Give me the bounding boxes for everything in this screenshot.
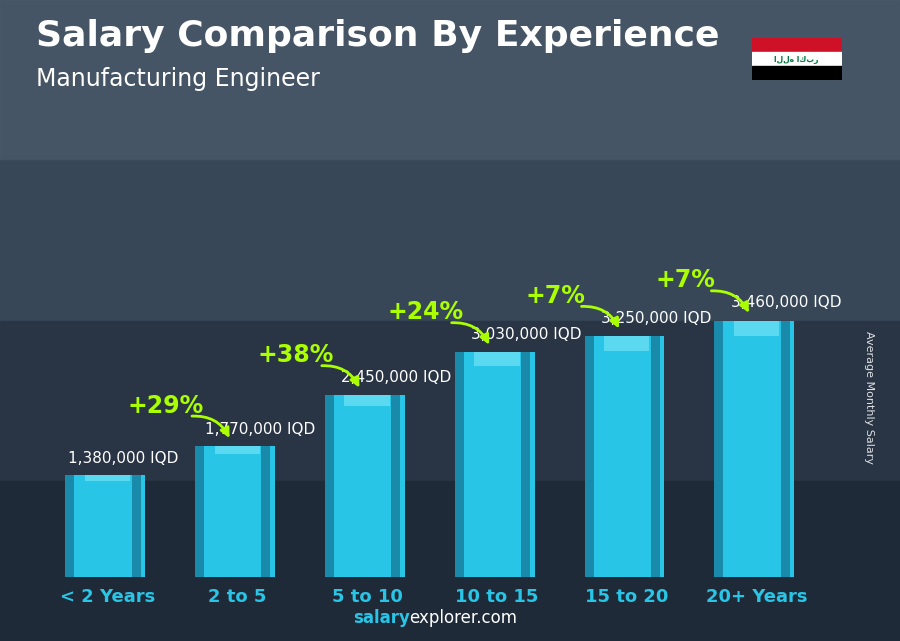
- Text: explorer.com: explorer.com: [410, 609, 518, 627]
- Bar: [752, 66, 842, 80]
- Bar: [459, 353, 535, 577]
- Text: Average Monthly Salary: Average Monthly Salary: [863, 331, 874, 464]
- Text: 3,460,000 IQD: 3,460,000 IQD: [731, 296, 842, 310]
- Bar: [651, 336, 660, 577]
- Text: 1,770,000 IQD: 1,770,000 IQD: [205, 422, 315, 437]
- Bar: [715, 320, 724, 577]
- Text: 1,380,000 IQD: 1,380,000 IQD: [68, 451, 179, 465]
- Text: 2,450,000 IQD: 2,450,000 IQD: [341, 370, 452, 385]
- Text: +38%: +38%: [257, 343, 334, 367]
- Bar: [585, 336, 594, 577]
- Bar: [719, 320, 794, 577]
- Text: +7%: +7%: [526, 284, 585, 308]
- Text: +29%: +29%: [128, 394, 204, 417]
- Bar: [780, 320, 789, 577]
- Bar: [752, 38, 842, 53]
- Text: salary: salary: [353, 609, 410, 627]
- Bar: [215, 445, 260, 454]
- Bar: [454, 353, 464, 577]
- Bar: [325, 395, 334, 577]
- Text: +24%: +24%: [387, 300, 464, 324]
- Text: Manufacturing Engineer: Manufacturing Engineer: [36, 67, 320, 91]
- Bar: [604, 336, 649, 351]
- Bar: [131, 474, 140, 577]
- Text: Salary Comparison By Experience: Salary Comparison By Experience: [36, 19, 719, 53]
- Bar: [521, 353, 530, 577]
- Bar: [261, 445, 270, 577]
- Bar: [590, 336, 664, 577]
- Bar: [345, 395, 390, 406]
- Bar: [474, 353, 519, 366]
- Bar: [70, 474, 145, 577]
- Text: 3,030,000 IQD: 3,030,000 IQD: [471, 327, 581, 342]
- Bar: [200, 445, 274, 577]
- Bar: [734, 320, 779, 336]
- Text: 3,250,000 IQD: 3,250,000 IQD: [601, 311, 711, 326]
- Bar: [195, 445, 204, 577]
- Bar: [65, 474, 75, 577]
- Bar: [329, 395, 405, 577]
- Text: الله اكبر: الله اكبر: [774, 54, 819, 64]
- Bar: [85, 474, 130, 481]
- Bar: [752, 53, 842, 66]
- Bar: [392, 395, 400, 577]
- Text: +7%: +7%: [655, 269, 716, 292]
